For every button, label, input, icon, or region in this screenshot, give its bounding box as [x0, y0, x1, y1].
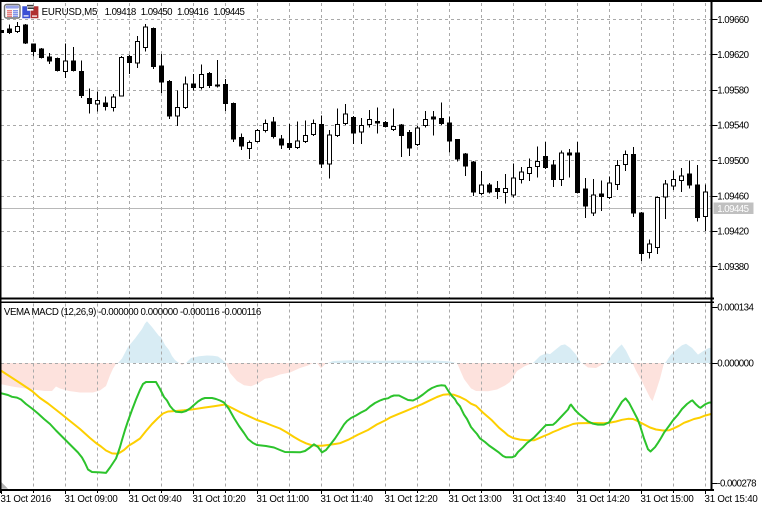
- svg-text:1.09416: 1.09416: [177, 7, 208, 18]
- svg-text:1.09420: 1.09420: [717, 227, 749, 238]
- svg-text:1.09460: 1.09460: [717, 191, 749, 202]
- svg-text:1.09450: 1.09450: [141, 7, 173, 18]
- svg-text:1.09620: 1.09620: [717, 50, 749, 61]
- svg-text:31 Oct 15:40: 31 Oct 15:40: [705, 494, 759, 505]
- svg-text:-0.000278: -0.000278: [717, 479, 756, 490]
- svg-text:1.09500: 1.09500: [717, 156, 749, 167]
- svg-text:1.09445: 1.09445: [717, 204, 748, 215]
- svg-text:0.000000: 0.000000: [717, 359, 754, 370]
- svg-text:31 Oct 10:20: 31 Oct 10:20: [193, 494, 247, 505]
- svg-text:31 Oct 13:00: 31 Oct 13:00: [449, 494, 503, 505]
- svg-text:0.000134: 0.000134: [717, 302, 754, 313]
- svg-text:31 Oct 12:20: 31 Oct 12:20: [385, 494, 439, 505]
- svg-text:31 Oct 15:00: 31 Oct 15:00: [641, 494, 695, 505]
- svg-text:31 Oct 13:40: 31 Oct 13:40: [513, 494, 567, 505]
- svg-text:31 Oct 14:20: 31 Oct 14:20: [577, 494, 631, 505]
- svg-text:1.09580: 1.09580: [717, 85, 749, 96]
- svg-text:1.09445: 1.09445: [213, 7, 244, 18]
- svg-text:31 Oct 11:00: 31 Oct 11:00: [257, 494, 310, 505]
- svg-text:31 Oct 09:40: 31 Oct 09:40: [129, 494, 183, 505]
- svg-text:1.09660: 1.09660: [717, 15, 749, 26]
- svg-text:1.09418: 1.09418: [105, 7, 136, 18]
- svg-text:31 Oct 11:40: 31 Oct 11:40: [321, 494, 374, 505]
- svg-text:31 Oct 2016: 31 Oct 2016: [1, 494, 52, 505]
- svg-text:31 Oct 09:00: 31 Oct 09:00: [65, 494, 119, 505]
- svg-text:1.09380: 1.09380: [717, 262, 749, 273]
- svg-text:1.09540: 1.09540: [717, 121, 749, 132]
- svg-text:EURUSD,M5: EURUSD,M5: [42, 7, 98, 18]
- svg-text:VEMA MACD (12,26,9) -0.000000: VEMA MACD (12,26,9) -0.000000 0.000000 -…: [4, 307, 261, 318]
